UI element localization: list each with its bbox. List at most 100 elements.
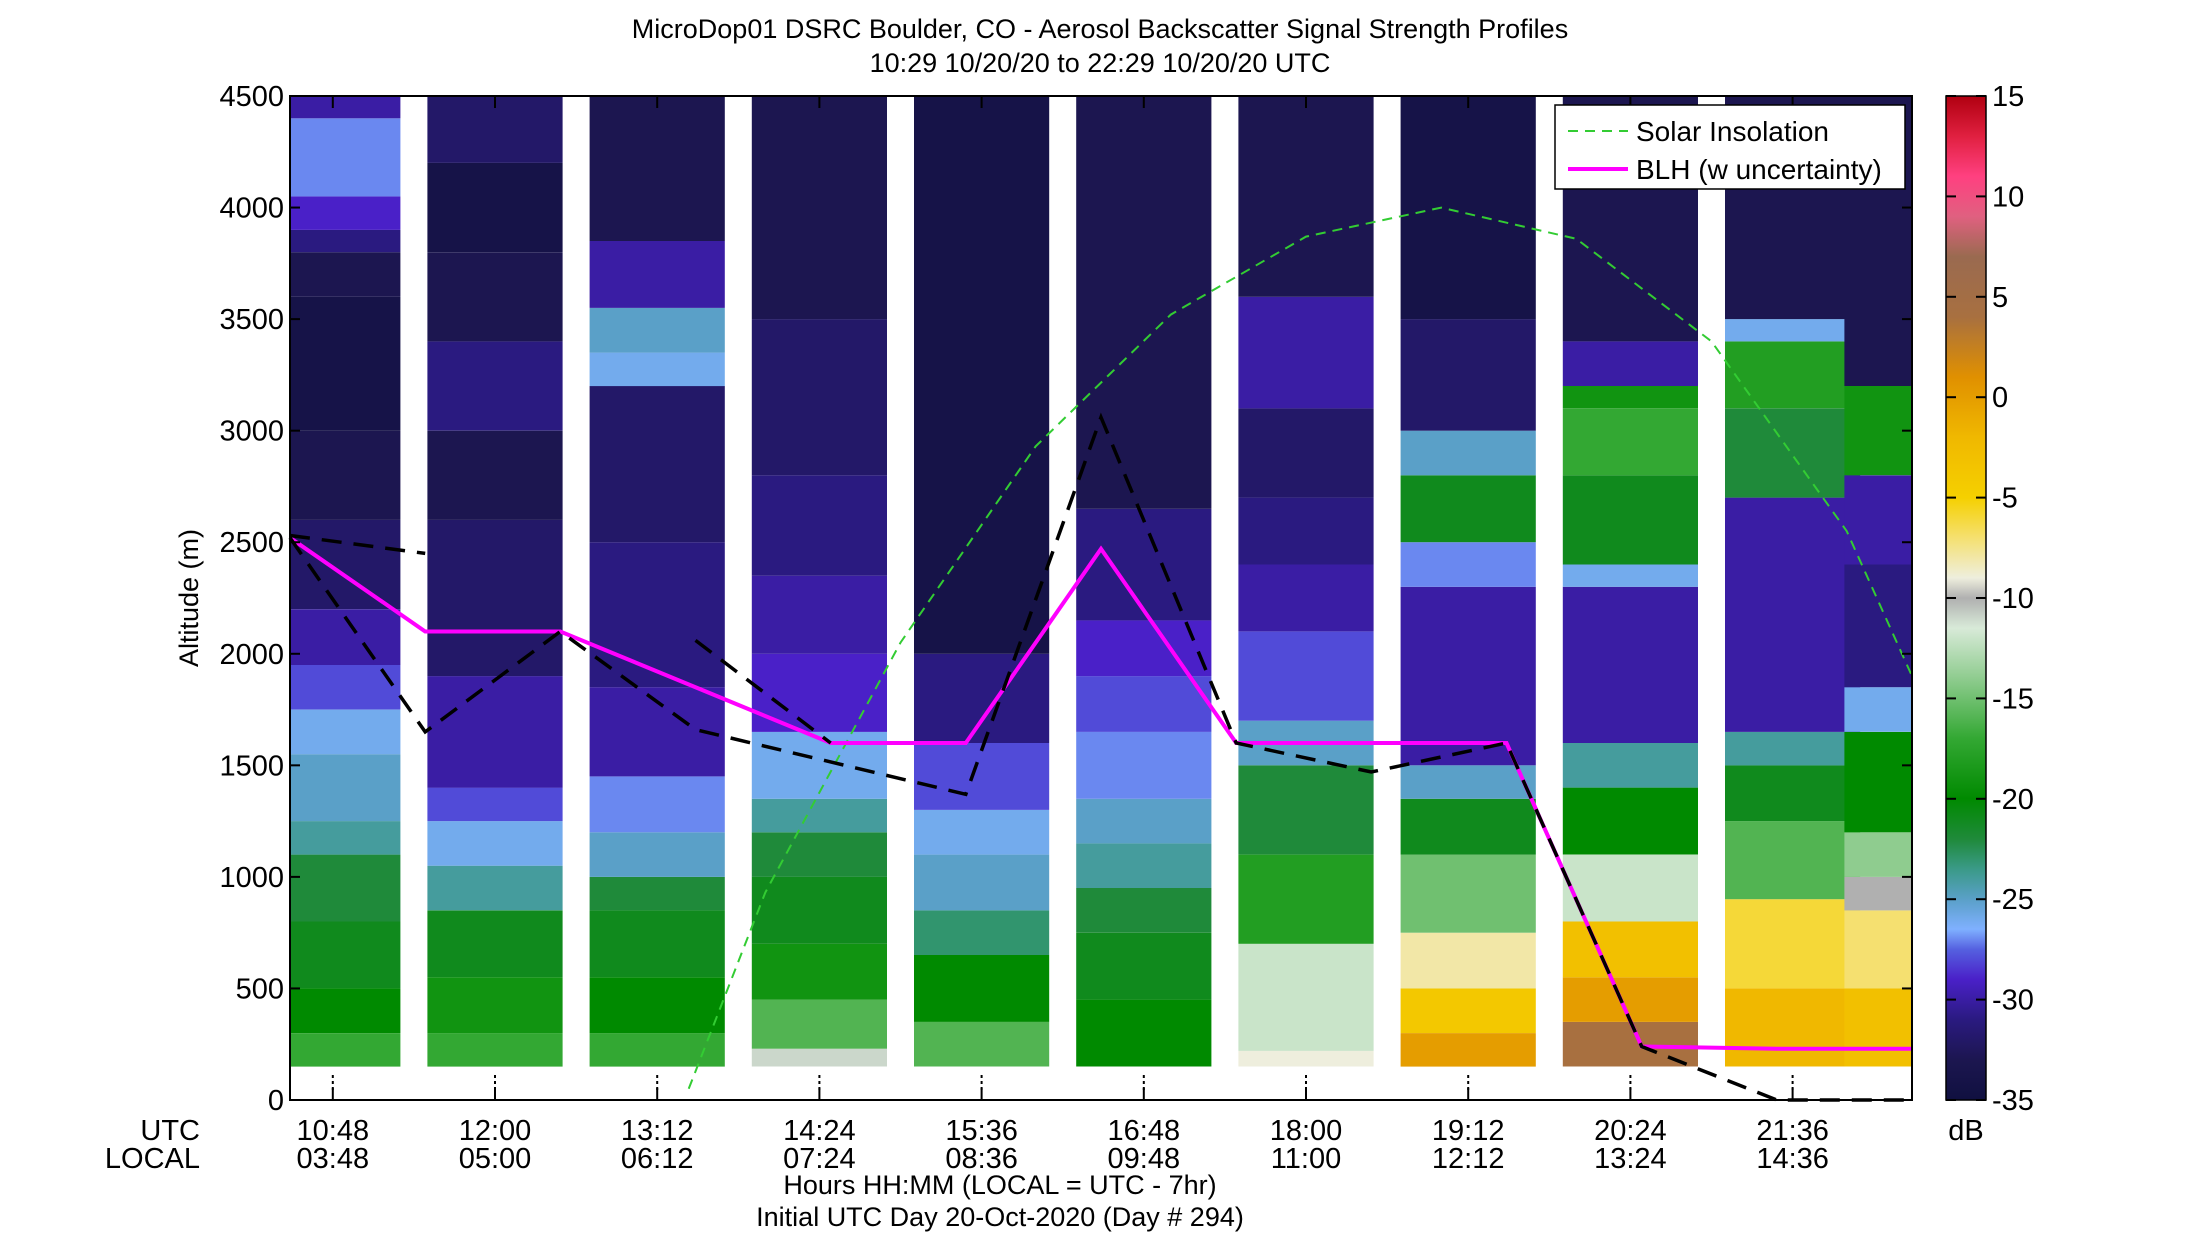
heatmap-cell [290, 430, 401, 520]
colorbar-label: dB [1948, 1115, 1983, 1147]
x-tick-label-utc: 15:36 [945, 1115, 1018, 1147]
heatmap-cell [751, 1048, 887, 1067]
heatmap-cell [1238, 408, 1374, 498]
y-tick-label: 1000 [219, 862, 284, 894]
heatmap-cell [427, 430, 563, 520]
x-tick-label-utc: 10:48 [297, 1115, 370, 1147]
heatmap-cell [1400, 988, 1536, 1033]
colorbar-ticks: -35 -30 -25 -20 -15 -10 -5 0 5 10 15 [1946, 81, 2034, 1117]
chart-title: MicroDop01 DSRC Boulder, CO - Aerosol Ba… [632, 14, 1568, 44]
heatmap-cell [1238, 631, 1374, 721]
heatmap-cell [290, 96, 401, 119]
heatmap-cell [1400, 854, 1536, 933]
heatmap-cell [1400, 96, 1536, 320]
x-tick-label-local: 08:36 [945, 1143, 1018, 1175]
heatmap-cell [290, 921, 401, 989]
legend: Solar Insolation BLH (w uncertainty) [1554, 104, 1906, 190]
legend-solar-label: Solar Insolation [1636, 116, 1829, 147]
blh-uncertainty-extra-line [694, 639, 832, 745]
heatmap-cell [1238, 296, 1374, 409]
heatmap-cell [1844, 832, 1912, 877]
heatmap-cell [589, 1033, 725, 1067]
heatmap-cell [1076, 798, 1212, 844]
heatmap-cell [589, 352, 725, 387]
heatmap-cell [427, 910, 563, 978]
heatmap-cell [427, 977, 563, 1034]
heatmap-cell [1725, 408, 1861, 498]
heatmap-cell [589, 386, 725, 543]
heatmap-cell [1238, 854, 1374, 944]
heatmap-cell [1400, 1033, 1536, 1067]
y-tick-label: 0 [268, 1085, 284, 1117]
heatmap-cell [914, 910, 1050, 955]
heatmap-cell [1238, 96, 1374, 297]
x-tick-label-utc: 12:00 [459, 1115, 532, 1147]
heatmap-cell [1725, 765, 1861, 822]
heatmap-cell [1844, 731, 1912, 833]
heatmap-cell [589, 241, 725, 308]
y-tick-label: 3500 [219, 304, 284, 336]
heatmap-cell [1725, 899, 1861, 989]
heatmap-cell [914, 810, 1050, 855]
colorbar-tick-label: -20 [1992, 784, 2034, 816]
y-tick-label: 1500 [219, 750, 284, 782]
heatmap-cell [1844, 564, 1912, 688]
heatmap-cell [290, 988, 401, 1033]
heatmap-cell [290, 821, 401, 855]
heatmap-cell [427, 1033, 563, 1067]
heatmap-cell [1562, 977, 1698, 1022]
heatmap-cell [751, 832, 887, 877]
heatmap-cell [1562, 921, 1698, 978]
heatmap-cell [290, 519, 401, 610]
heatmap-cell [1844, 386, 1912, 476]
chart-subtitle: 10:29 10/20/20 to 22:29 10/20/20 UTC [870, 48, 1331, 78]
y-axis: 0 500 1000 1500 2000 2500 3000 3500 4000 4500 [219, 81, 1912, 1117]
heatmap-cell [427, 676, 563, 788]
heatmap-cell [751, 943, 887, 1000]
heatmap-cell [914, 653, 1050, 743]
local-row-label: LOCAL [105, 1143, 200, 1175]
heatmap-cell [1400, 765, 1536, 799]
heatmap-cell [1238, 943, 1374, 1051]
x-tick-label-local: 05:00 [459, 1143, 532, 1175]
utc-row-label: UTC [140, 1115, 200, 1147]
heatmap-cell [1562, 475, 1698, 565]
heatmap-cell [1725, 821, 1861, 900]
colorbar-tick-label: 5 [1992, 282, 2008, 314]
heatmap-cell [1076, 888, 1212, 933]
heatmap-cell [914, 743, 1050, 810]
x-axis-sublabel: Initial UTC Day 20-Oct-2020 (Day # 294) [756, 1202, 1244, 1232]
colorbar-tick-label: -5 [1992, 483, 2018, 515]
plot-lines [288, 206, 1913, 1102]
heatmap-cell [427, 162, 563, 253]
heatmap-cell [751, 475, 887, 576]
x-axis-label: Hours HH:MM (LOCAL = UTC - 7hr) [783, 1170, 1216, 1200]
heatmap-cell [589, 308, 725, 353]
y-tick-label: 3000 [219, 416, 284, 448]
heatmap-cell [1844, 876, 1912, 911]
heatmap-cell [427, 519, 563, 677]
heatmap-cell [1400, 319, 1536, 431]
heatmap-cell [1076, 932, 1212, 1000]
heatmap-cell [1400, 798, 1536, 855]
heatmap-cell [1238, 497, 1374, 565]
x-tick-label-utc: 18:00 [1270, 1115, 1343, 1147]
heatmap-cell [290, 854, 401, 922]
x-tick-label-utc: 20:24 [1594, 1115, 1667, 1147]
heatmap-cell [1562, 854, 1698, 922]
heatmap-cell [1562, 787, 1698, 855]
x-tick-label-local: 14:36 [1756, 1143, 1829, 1175]
heatmap-cell [1400, 932, 1536, 989]
x-tick-label-utc: 19:12 [1432, 1115, 1505, 1147]
heatmap-cell [290, 754, 401, 822]
heatmap-cell [290, 118, 401, 197]
heatmap-cell [1844, 988, 1912, 1067]
blh-uncertainty-upper-line [289, 533, 426, 556]
colorbar-tick-label: -30 [1992, 985, 2034, 1017]
solar-insolation-line [687, 206, 1913, 1090]
plot-frame [289, 95, 1913, 1101]
colorbar-tick-label: 10 [1992, 181, 2024, 213]
heatmap-cell [1238, 1050, 1374, 1067]
heatmap-cell [427, 821, 563, 866]
